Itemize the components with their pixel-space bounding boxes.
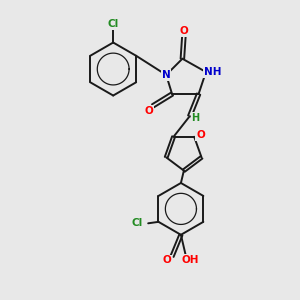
- Text: H: H: [192, 112, 200, 123]
- Text: O: O: [196, 130, 205, 140]
- Text: N: N: [162, 70, 171, 80]
- Text: NH: NH: [204, 67, 221, 77]
- Text: OH: OH: [181, 255, 199, 265]
- Text: O: O: [144, 106, 153, 116]
- Text: Cl: Cl: [132, 218, 143, 228]
- Text: O: O: [163, 255, 172, 266]
- Text: O: O: [179, 26, 188, 36]
- Text: Cl: Cl: [108, 19, 119, 29]
